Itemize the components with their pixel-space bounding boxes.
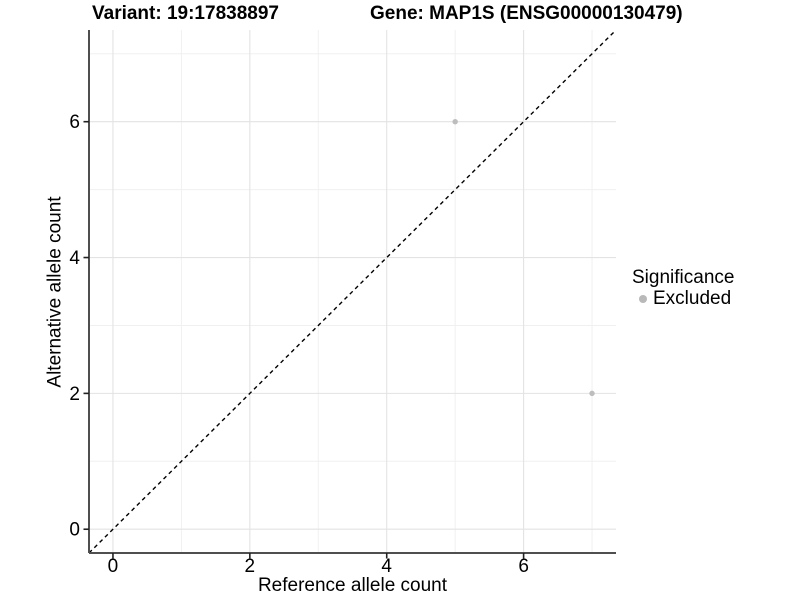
x-axis-title: Reference allele count (257, 575, 448, 596)
x-tick-label: 2 (245, 556, 256, 577)
legend: Significance Excluded (632, 267, 734, 309)
y-tick-label: 0 (69, 520, 80, 541)
y-tick-label: 4 (69, 248, 80, 269)
y-axis-title-box: Alternative allele count (44, 30, 68, 553)
x-tick-label: 4 (381, 556, 392, 577)
legend-point-swatch (639, 295, 647, 303)
identity-reference-line (88, 29, 617, 554)
y-tick-label: 6 (69, 112, 80, 133)
x-tick-label: 0 (108, 556, 119, 577)
legend-item-excluded: Excluded (632, 289, 734, 309)
legend-item-label: Excluded (653, 288, 732, 309)
data-point (589, 390, 595, 397)
plot-title-gene: Gene: MAP1S (ENSG00000130479) (370, 3, 683, 24)
plot-title-row: Variant: 19:17838897 Gene: MAP1S (ENSG00… (0, 3, 800, 29)
y-tick-label: 2 (69, 384, 80, 405)
y-axis-title: Alternative allele count (45, 195, 67, 388)
plot-title-variant: Variant: 19:17838897 (92, 3, 279, 24)
legend-title: Significance (632, 267, 735, 288)
data-point (452, 118, 458, 125)
x-tick-label: 6 (518, 556, 529, 577)
